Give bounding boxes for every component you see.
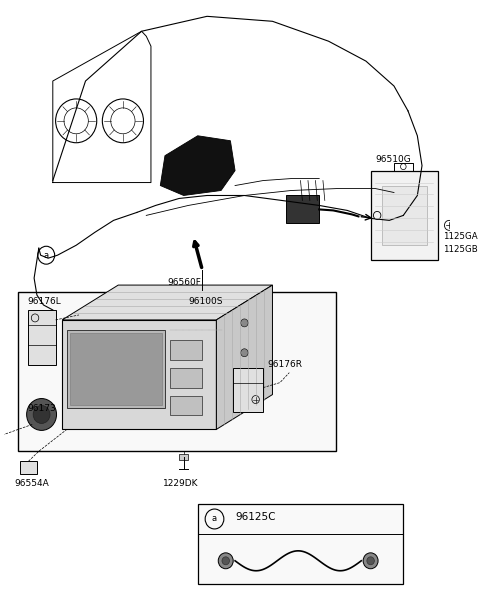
Text: 1229DK: 1229DK	[163, 479, 199, 488]
Circle shape	[363, 553, 378, 569]
Text: 96176R: 96176R	[268, 360, 303, 369]
Bar	[27, 310, 56, 365]
Text: 96560F: 96560F	[168, 278, 202, 287]
Bar	[371, 171, 438, 260]
Circle shape	[218, 553, 233, 569]
Bar	[70, 333, 162, 404]
Bar	[67, 330, 165, 407]
Text: 96173: 96173	[27, 403, 56, 412]
Circle shape	[33, 406, 50, 424]
Text: a: a	[44, 251, 49, 260]
Bar	[169, 368, 203, 388]
Bar	[198, 504, 403, 584]
Circle shape	[240, 379, 248, 386]
Bar	[382, 186, 427, 245]
Text: 1125GA: 1125GA	[443, 233, 477, 242]
Bar	[62, 320, 216, 429]
Bar	[179, 454, 188, 460]
Circle shape	[367, 557, 374, 565]
Text: 96125C: 96125C	[235, 512, 276, 522]
Polygon shape	[62, 285, 273, 320]
Circle shape	[26, 398, 57, 430]
Text: 1125GB: 1125GB	[443, 245, 477, 254]
Text: 96510G: 96510G	[375, 154, 411, 163]
Text: a: a	[212, 514, 217, 523]
Bar	[20, 461, 37, 474]
Circle shape	[222, 557, 229, 565]
Polygon shape	[160, 136, 235, 195]
Bar	[233, 368, 263, 412]
Bar	[169, 395, 203, 415]
Text: 96554A: 96554A	[14, 479, 49, 488]
Text: 96100S: 96100S	[188, 297, 223, 306]
Bar	[18, 292, 336, 451]
Bar	[169, 340, 203, 360]
Circle shape	[240, 349, 248, 357]
Bar	[287, 195, 319, 224]
Text: 96176L: 96176L	[27, 297, 61, 306]
Polygon shape	[216, 285, 273, 429]
Circle shape	[240, 319, 248, 327]
